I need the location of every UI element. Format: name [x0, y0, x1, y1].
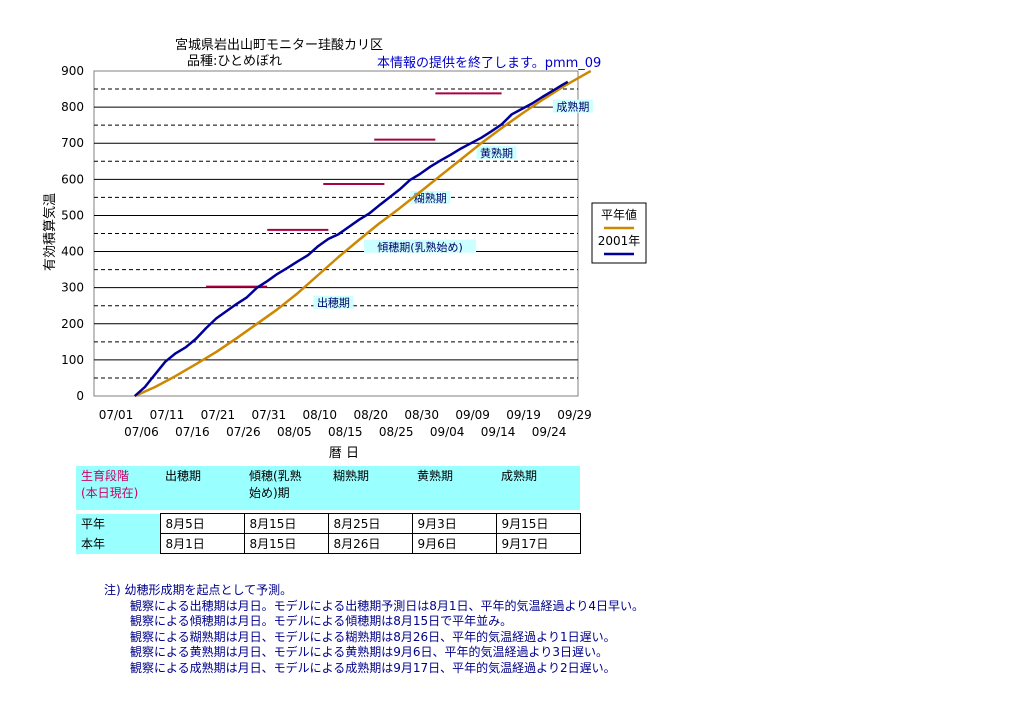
table-cell: 8月15日	[243, 513, 329, 534]
note-line: 観察による成熟期は月日、モデルによる成熟期は9月17日、平年的気温経過より2日遅…	[130, 660, 616, 675]
x-tick-label: 08/25	[379, 425, 414, 439]
stage-label: 糊熟期	[414, 191, 447, 205]
notes-title: 注) 幼穂形成期を起点として予測。	[104, 583, 293, 597]
y-axis-label: 有効積算気温	[42, 193, 58, 271]
stage-label-bg	[476, 145, 517, 159]
stage-table: 生育段階 (本日現在) 出穂期 傾穂(乳熟 始め)期 糊熟期 黄熟期 成熟期 平…	[76, 466, 581, 554]
x-tick-label: 07/11	[150, 408, 185, 422]
table-cell: 9月6日	[411, 533, 497, 554]
series-lines	[133, 69, 592, 398]
x-tick-label: 08/10	[302, 408, 337, 422]
note-line: 観察による糊熟期は月日、モデルによる糊熟期は8月26日、平年的気温経過より1日遅…	[130, 629, 616, 644]
stage-label-bg	[410, 191, 451, 204]
y-tick-label: 900	[61, 64, 84, 78]
note-line: 観察による傾穂期は月日。モデルによる傾穂期は8月15日で平年並み。	[130, 614, 513, 629]
stage-label-bg	[313, 295, 354, 309]
table-cell: 8月26日	[327, 533, 413, 554]
x-tick-label: 07/31	[252, 408, 287, 422]
note-line: 観察による出穂期は月日。モデルによる出穂期予測日は8月1日、平年的気温経過より4…	[130, 598, 644, 613]
series-line	[133, 80, 569, 397]
table-cell: 9月15日	[495, 513, 581, 534]
y-tick-label: 500	[61, 208, 84, 222]
y-tick-label: 400	[61, 245, 84, 259]
x-tick-label: 08/20	[353, 408, 388, 422]
x-tick-label: 07/26	[226, 425, 261, 439]
chart-title-line2: 品種:ひとめぼれ	[187, 53, 282, 69]
stage-header: 糊熟期	[328, 466, 412, 510]
stage-label: 傾穂期(乳熟始め)	[377, 240, 463, 254]
series-line	[134, 69, 592, 398]
x-tick-label: 08/30	[404, 408, 439, 422]
row-label: 本年	[76, 533, 160, 554]
row-label: 平年	[76, 513, 160, 534]
x-axis-label: 暦 日	[329, 446, 359, 461]
y-tick-label: 200	[61, 317, 84, 331]
stage-label-bg	[364, 239, 477, 253]
x-tick-label: 07/06	[124, 425, 159, 439]
table-cell: 8月15日	[243, 533, 329, 554]
y-tick-label: 600	[61, 172, 84, 186]
table-cell: 8月5日	[159, 513, 245, 534]
stage-header: 出穂期	[160, 466, 244, 510]
table-cell: 8月25日	[327, 513, 413, 534]
stage-label: 黄熟期	[480, 146, 513, 160]
x-tick-label: 09/19	[506, 408, 541, 422]
x-axis-ticks: 07/01 07/11 07/21 07/31 08/10 08/20 08/30 09/09…	[99, 408, 592, 439]
stage-label: 出穂期	[317, 296, 350, 310]
table-cell: 8月1日	[159, 533, 245, 554]
stage-header: 傾穂(乳熟 始め)期	[244, 466, 328, 510]
y-tick-label: 300	[61, 281, 84, 295]
chart-title-line1: 宮城県岩出山町モニター珪酸カリ区	[175, 37, 383, 53]
y-tick-label: 800	[61, 100, 84, 114]
y-axis-ticks: 0 100 200 300 400 500 600 700 800 900	[61, 64, 84, 403]
x-tick-label: 08/15	[328, 425, 363, 439]
y-tick-label: 0	[76, 389, 84, 403]
x-tick-label: 09/14	[481, 425, 516, 439]
notice-text: 本情報の提供を終了します。pmm_09	[377, 55, 601, 71]
x-tick-label: 09/24	[532, 425, 567, 439]
chart: 宮城県岩出山町モニター珪酸カリ区 品種:ひとめぼれ 本情報の提供を終了します。p…	[42, 37, 647, 461]
legend-label-2001: 2001年	[598, 234, 641, 248]
table-cell: 9月17日	[495, 533, 581, 554]
x-tick-label: 07/21	[201, 408, 236, 422]
stage-label-bg	[552, 99, 593, 113]
legend: 平年値 2001年	[591, 202, 647, 264]
x-tick-label: 08/05	[277, 425, 312, 439]
note-line: 観察による黄熟期は月日、モデルによる黄熟期は9月6日、平年的気温経過より3日遅い…	[130, 645, 608, 660]
stage-header: 黄熟期	[412, 466, 496, 510]
notes: 注) 幼穂形成期を起点として予測。 観察による出穂期は月日。モデルによる出穂期予…	[104, 583, 644, 677]
x-tick-label: 07/01	[99, 408, 134, 422]
stage-header: 成熟期	[496, 466, 580, 510]
stage-table-corner: 生育段階 (本日現在)	[76, 466, 160, 510]
x-tick-label: 07/16	[175, 425, 210, 439]
x-tick-label: 09/29	[557, 408, 592, 422]
grid-lines	[94, 88, 578, 379]
y-tick-label: 700	[61, 136, 84, 150]
stage-label: 成熟期	[556, 100, 589, 114]
legend-label-heinen: 平年値	[601, 207, 637, 222]
stage-markers: 出穂期 傾穂期(乳熟始め) 糊熟期 黄熟期 成熟期	[206, 92, 593, 310]
table-cell: 9月3日	[411, 513, 497, 534]
y-tick-label: 100	[61, 353, 84, 367]
x-tick-label: 09/04	[430, 425, 465, 439]
x-tick-label: 09/09	[455, 408, 490, 422]
